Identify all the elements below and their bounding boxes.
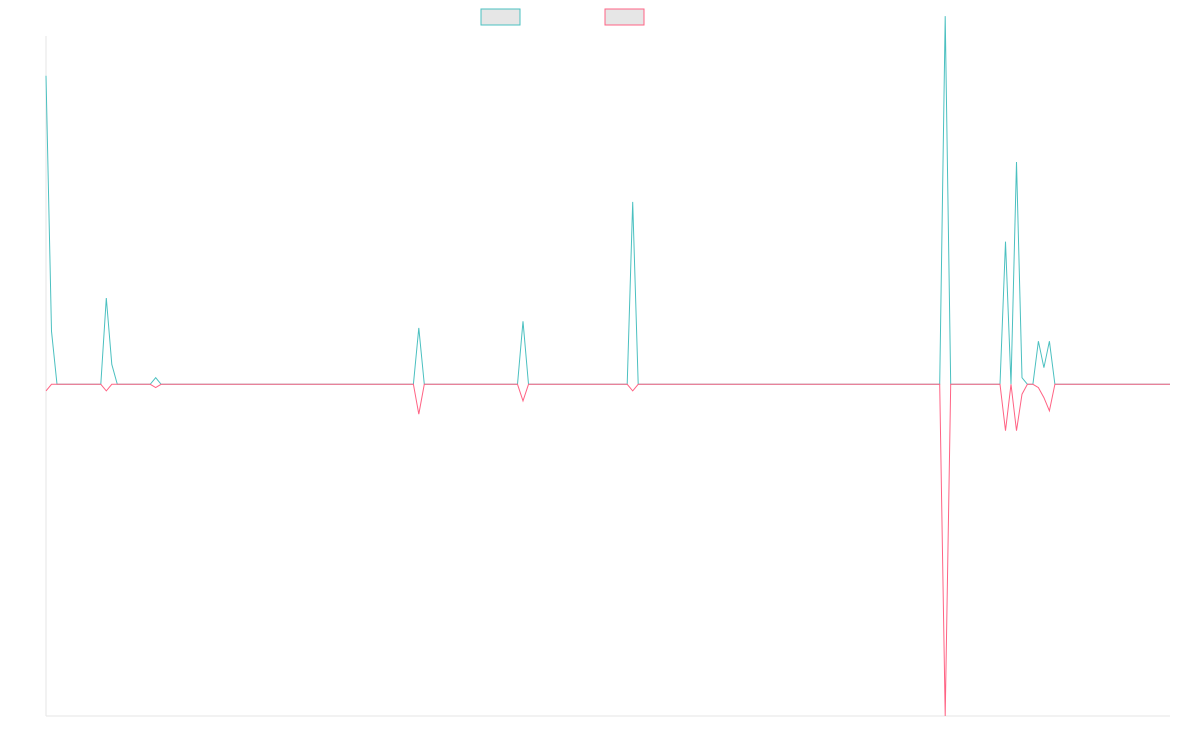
series-layer [45,16,1170,717]
series-line-2 [45,383,1170,717]
legend-swatch-2[interactable] [604,8,645,26]
legend-swatch-1[interactable] [480,8,521,26]
series-line-1 [45,16,1170,385]
legend [480,8,645,26]
